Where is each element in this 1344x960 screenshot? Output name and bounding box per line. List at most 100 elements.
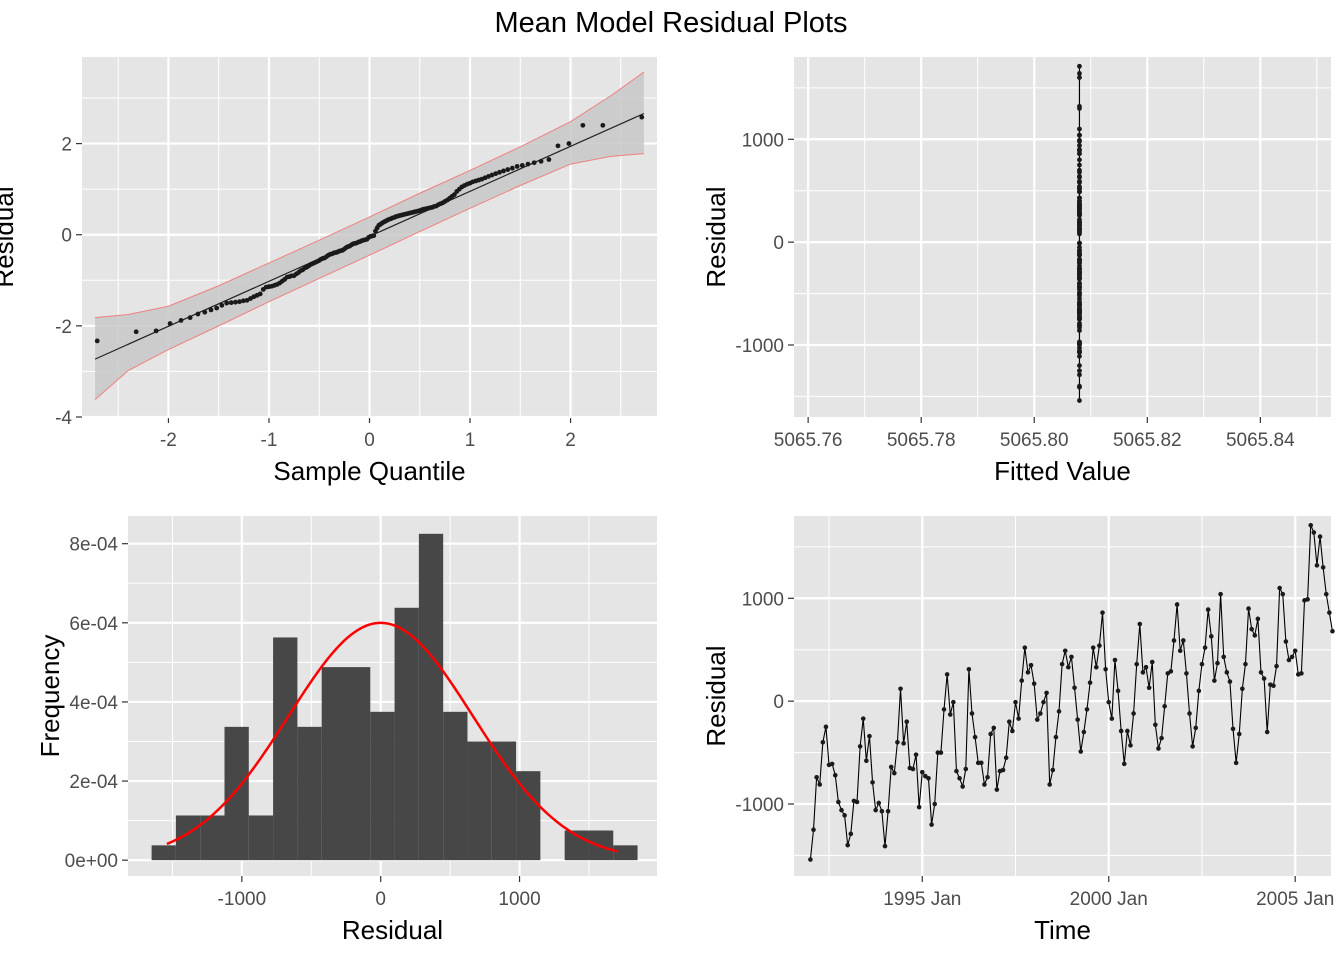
residual-time-point <box>1168 669 1174 674</box>
qq-point <box>538 158 544 164</box>
residual-time-point <box>1093 664 1099 670</box>
fitted-x-axis-title: Fitted Value <box>994 456 1131 486</box>
residual-time-point <box>1314 563 1320 568</box>
residual-time-point <box>1199 661 1205 667</box>
time-background <box>794 516 1331 876</box>
residual-time-point <box>963 766 969 772</box>
residual-time-point <box>1280 591 1286 597</box>
residual-time-point <box>1146 685 1152 691</box>
residual-time-point <box>882 843 888 849</box>
qq-point <box>202 309 208 315</box>
residual-time-point <box>1240 686 1245 692</box>
residual-time-point <box>982 782 987 787</box>
residual-time-point <box>1218 591 1223 597</box>
qq-tick-label-x: -2 <box>160 430 177 451</box>
qq-tick-label-x: 1 <box>465 430 476 451</box>
residual-time-point <box>1243 661 1248 667</box>
qq-point <box>187 315 193 321</box>
residual-time-point <box>888 764 894 770</box>
fitted-point <box>1077 195 1082 201</box>
residual-time-point <box>1041 699 1046 705</box>
residual-time-point <box>1013 699 1018 705</box>
residual-time-point <box>1221 654 1227 660</box>
time-y-axis-title: Residual <box>701 645 731 746</box>
residual-time-point <box>1106 699 1112 705</box>
residual-time-point <box>1128 743 1133 748</box>
hist-tick-label-x: 0 <box>375 889 386 910</box>
fitted-point <box>1077 280 1082 286</box>
fitted-tick-label-x: 5065.80 <box>1000 430 1069 451</box>
residual-time-point <box>1125 728 1130 734</box>
residual-time-point <box>1069 654 1074 660</box>
residual-time-point <box>1134 661 1139 667</box>
residual-time-point <box>1224 670 1230 675</box>
residual-time-point <box>1016 716 1021 721</box>
residual-time-point <box>988 731 993 737</box>
qq-point <box>178 317 184 323</box>
residual-time-point <box>860 716 866 721</box>
residual-time-point <box>926 775 931 781</box>
histogram-bar <box>321 667 346 861</box>
histogram-bar <box>370 711 395 861</box>
residual-time-point <box>1143 664 1149 670</box>
residual-time-point <box>1264 729 1270 735</box>
residual-time-point <box>832 772 838 778</box>
fitted-point <box>1077 339 1082 345</box>
qq-point <box>509 165 515 171</box>
residual-time-point <box>1059 661 1065 667</box>
qq-point <box>94 338 100 344</box>
residual-time-point <box>1187 711 1192 716</box>
fitted-panel: 5065.76 5065.78 5065.80 5065.82 5065.84 -1000… <box>701 57 1331 486</box>
residual-time-point <box>1227 679 1233 684</box>
residual-time-point <box>876 800 882 806</box>
fitted-point <box>1077 167 1082 173</box>
qq-point <box>195 311 201 317</box>
fitted-tick-label-x: 5065.84 <box>1226 430 1295 451</box>
residual-time-point <box>1097 643 1102 648</box>
residual-time-point <box>898 686 903 692</box>
residual-time-point <box>904 719 910 725</box>
qq-tick-label-y: -2 <box>55 317 72 338</box>
residual-time-point <box>1056 709 1062 714</box>
fitted-point <box>1077 179 1082 184</box>
qq-y-axis-title: Residual <box>0 186 19 287</box>
qq-point <box>497 169 502 175</box>
histogram-bar <box>297 726 322 861</box>
qq-point <box>555 143 561 149</box>
residual-time-point <box>1277 585 1282 591</box>
fitted-point <box>1077 147 1082 152</box>
residual-time-point <box>892 770 897 776</box>
residual-time-point <box>836 799 841 805</box>
time-x-axis-title: Time <box>1034 915 1091 945</box>
confidence-band-lower-edge <box>94 153 644 401</box>
fitted-point <box>1077 321 1082 326</box>
residual-time-point <box>1084 707 1090 712</box>
residual-time-point <box>1174 602 1180 607</box>
qq-tick-label-y: 2 <box>61 135 72 156</box>
residual-time-point <box>1103 666 1108 672</box>
residual-time-point <box>867 733 872 739</box>
residual-time-point <box>857 744 863 749</box>
residual-time-point <box>1286 657 1292 663</box>
residual-time-point <box>1044 690 1049 696</box>
qq-point <box>257 291 263 297</box>
residual-time-point <box>1140 670 1146 675</box>
residual-time-point <box>1292 648 1298 654</box>
histogram-bar <box>443 711 468 861</box>
residual-time-point <box>1003 755 1009 761</box>
qq-tick-label-x: -1 <box>261 430 278 451</box>
histogram-bar <box>394 607 419 861</box>
residual-time-point <box>1208 634 1214 639</box>
qq-point <box>219 302 225 308</box>
qq-point <box>501 168 506 174</box>
time-tick-label-y: 0 <box>773 692 784 713</box>
residual-time-point <box>966 666 972 672</box>
residual-time-point <box>1177 648 1183 654</box>
hist-x-axis-title: Residual <box>342 915 443 945</box>
residual-time-point <box>916 804 922 810</box>
fitted-background <box>794 57 1331 417</box>
time-tick-label-y: 1000 <box>742 589 784 610</box>
residual-time-point <box>1121 761 1127 767</box>
fitted-point <box>1077 240 1082 246</box>
residual-time-point <box>947 712 953 717</box>
